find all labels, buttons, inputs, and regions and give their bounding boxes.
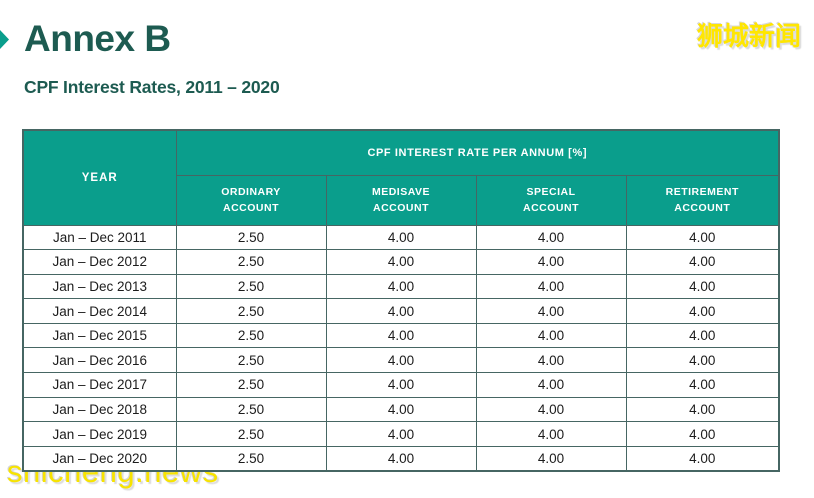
rate-value-cell: 4.00 bbox=[325, 249, 477, 275]
rate-value-cell: 4.00 bbox=[625, 224, 780, 251]
rate-value-cell: 2.50 bbox=[175, 249, 327, 275]
rate-value-cell: 4.00 bbox=[625, 445, 780, 472]
table-row: Jan – Dec 2012 2.50 4.00 4.00 4.00 bbox=[22, 249, 780, 275]
account-column-header-2: SPECIAL ACCOUNT bbox=[475, 174, 627, 226]
corner-accent-shape bbox=[0, 30, 9, 49]
rate-value-cell: 4.00 bbox=[625, 322, 780, 349]
year-column-header: YEAR bbox=[22, 129, 177, 226]
row-year-label: Jan – Dec 2014 bbox=[22, 298, 177, 324]
table-row: Jan – Dec 2019 2.50 4.00 4.00 4.00 bbox=[22, 421, 780, 447]
rate-value-cell: 4.00 bbox=[475, 249, 627, 275]
rate-value-cell: 2.50 bbox=[175, 396, 327, 423]
rate-value-cell: 2.50 bbox=[175, 421, 327, 447]
rate-value-cell: 4.00 bbox=[475, 445, 627, 472]
rate-value-cell: 2.50 bbox=[175, 322, 327, 349]
rate-group-header: CPF INTEREST RATE PER ANNUM [%] bbox=[175, 129, 780, 176]
rate-value-cell: 4.00 bbox=[325, 372, 477, 398]
rate-value-cell: 2.50 bbox=[175, 224, 327, 251]
rate-value-cell: 4.00 bbox=[475, 322, 627, 349]
rate-value-cell: 4.00 bbox=[475, 372, 627, 398]
table-row: Jan – Dec 2013 2.50 4.00 4.00 4.00 bbox=[22, 273, 780, 300]
rate-value-cell: 4.00 bbox=[475, 298, 627, 324]
rate-value-cell: 4.00 bbox=[625, 298, 780, 324]
rate-value-cell: 2.50 bbox=[175, 298, 327, 324]
table-header-row-group: YEAR CPF INTEREST RATE PER ANNUM [%] bbox=[22, 129, 780, 226]
table-row: Jan – Dec 2018 2.50 4.00 4.00 4.00 bbox=[22, 396, 780, 423]
page-subtitle: CPF Interest Rates, 2011 – 2020 bbox=[24, 77, 280, 97]
rate-value-cell: 4.00 bbox=[475, 224, 627, 251]
account-column-header-1: MEDISAVE ACCOUNT bbox=[325, 174, 477, 226]
row-year-label: Jan – Dec 2017 bbox=[22, 372, 177, 398]
rate-value-cell: 4.00 bbox=[475, 347, 627, 374]
rate-value-cell: 2.50 bbox=[175, 445, 327, 472]
table-row: Jan – Dec 2011 2.50 4.00 4.00 4.00 bbox=[22, 224, 780, 251]
rate-value-cell: 4.00 bbox=[325, 347, 477, 374]
rate-value-cell: 4.00 bbox=[625, 347, 780, 374]
rate-value-cell: 2.50 bbox=[175, 273, 327, 300]
row-year-label: Jan – Dec 2015 bbox=[22, 322, 177, 349]
rate-value-cell: 4.00 bbox=[625, 372, 780, 398]
table-row: Jan – Dec 2016 2.50 4.00 4.00 4.00 bbox=[22, 347, 780, 374]
table-row: Jan – Dec 2015 2.50 4.00 4.00 4.00 bbox=[22, 322, 780, 349]
rate-value-cell: 4.00 bbox=[475, 396, 627, 423]
rate-value-cell: 4.00 bbox=[325, 421, 477, 447]
table-row: Jan – Dec 2020 2.50 4.00 4.00 4.00 bbox=[22, 445, 780, 472]
rate-value-cell: 4.00 bbox=[625, 273, 780, 300]
rate-value-cell: 2.50 bbox=[175, 372, 327, 398]
rate-value-cell: 4.00 bbox=[625, 249, 780, 275]
rate-value-cell: 4.00 bbox=[475, 273, 627, 300]
row-year-label: Jan – Dec 2012 bbox=[22, 249, 177, 275]
rate-value-cell: 4.00 bbox=[325, 298, 477, 324]
rate-value-cell: 4.00 bbox=[325, 273, 477, 300]
rate-value-cell: 4.00 bbox=[325, 445, 477, 472]
rate-value-cell: 4.00 bbox=[325, 224, 477, 251]
account-column-header-3: RETIREMENT ACCOUNT bbox=[625, 174, 780, 226]
watermark-site-logo: 狮城新闻 bbox=[696, 21, 801, 51]
rate-value-cell: 4.00 bbox=[325, 396, 477, 423]
row-year-label: Jan – Dec 2016 bbox=[22, 347, 177, 374]
rate-value-cell: 4.00 bbox=[325, 322, 477, 349]
page-title: Annex B bbox=[24, 18, 171, 59]
cpf-interest-rates-table: YEAR CPF INTEREST RATE PER ANNUM [%] ORD… bbox=[22, 129, 781, 472]
rate-value-cell: 4.00 bbox=[625, 396, 780, 423]
table-row: Jan – Dec 2014 2.50 4.00 4.00 4.00 bbox=[22, 298, 780, 324]
rate-value-cell: 4.00 bbox=[475, 421, 627, 447]
rate-value-cell: 4.00 bbox=[625, 421, 780, 447]
table-header-row-accounts: ORDINARY ACCOUNT MEDISAVE ACCOUNT SPECIAL … bbox=[23, 174, 780, 226]
account-column-header-0: ORDINARY ACCOUNT bbox=[175, 174, 327, 226]
row-year-label: Jan – Dec 2019 bbox=[22, 421, 177, 447]
row-year-label: Jan – Dec 2018 bbox=[22, 396, 177, 423]
table-row: Jan – Dec 2017 2.50 4.00 4.00 4.00 bbox=[22, 372, 780, 398]
row-year-label: Jan – Dec 2013 bbox=[22, 273, 177, 300]
row-year-label: Jan – Dec 2011 bbox=[22, 224, 177, 251]
rate-value-cell: 2.50 bbox=[175, 347, 327, 374]
row-year-label: Jan – Dec 2020 bbox=[22, 445, 177, 472]
